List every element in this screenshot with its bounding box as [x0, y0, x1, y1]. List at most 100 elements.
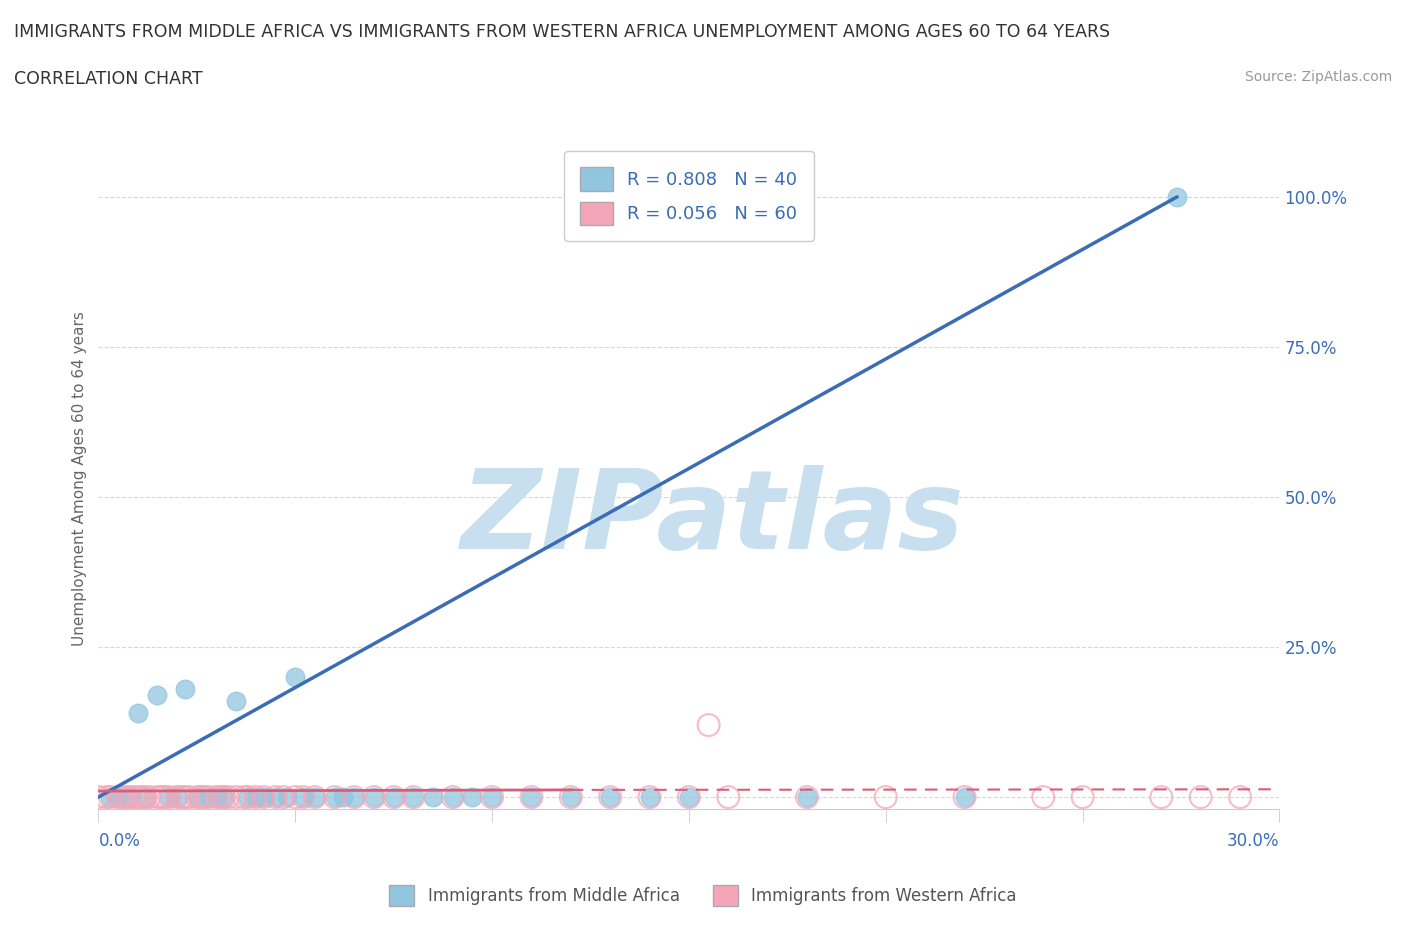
- Text: ZIPatlas: ZIPatlas: [461, 465, 965, 572]
- Point: [127, 706, 149, 721]
- Point: [461, 790, 484, 804]
- Point: [1166, 190, 1188, 205]
- Point: [122, 790, 145, 804]
- Point: [560, 790, 582, 804]
- Point: [638, 790, 661, 804]
- Point: [422, 790, 444, 804]
- Point: [953, 790, 976, 804]
- Point: [155, 790, 177, 804]
- Point: [599, 790, 621, 804]
- Text: IMMIGRANTS FROM MIDDLE AFRICA VS IMMIGRANTS FROM WESTERN AFRICA UNEMPLOYMENT AMO: IMMIGRANTS FROM MIDDLE AFRICA VS IMMIGRA…: [14, 23, 1111, 41]
- Point: [481, 790, 503, 804]
- Point: [186, 790, 208, 804]
- Text: 30.0%: 30.0%: [1227, 832, 1279, 850]
- Point: [205, 790, 228, 804]
- Point: [214, 790, 236, 804]
- Point: [292, 790, 315, 804]
- Point: [402, 790, 425, 804]
- Point: [197, 790, 219, 804]
- Point: [225, 694, 247, 709]
- Point: [264, 790, 287, 804]
- Point: [135, 790, 157, 804]
- Point: [1229, 790, 1251, 804]
- Point: [205, 790, 228, 804]
- Point: [190, 790, 212, 804]
- Text: CORRELATION CHART: CORRELATION CHART: [14, 70, 202, 87]
- Point: [678, 790, 700, 804]
- Point: [273, 790, 295, 804]
- Point: [166, 790, 188, 804]
- Point: [138, 790, 160, 804]
- Point: [127, 790, 149, 804]
- Point: [875, 790, 897, 804]
- Legend: R = 0.808   N = 40, R = 0.056   N = 60: R = 0.808 N = 40, R = 0.056 N = 60: [564, 152, 814, 241]
- Point: [284, 790, 307, 804]
- Point: [214, 790, 236, 804]
- Point: [304, 790, 326, 804]
- Point: [166, 790, 188, 804]
- Point: [382, 790, 405, 804]
- Point: [209, 790, 232, 804]
- Point: [697, 718, 720, 733]
- Point: [717, 790, 740, 804]
- Point: [197, 790, 219, 804]
- Point: [146, 687, 169, 702]
- Point: [131, 790, 153, 804]
- Point: [520, 790, 543, 804]
- Point: [276, 790, 298, 804]
- Point: [678, 790, 700, 804]
- Point: [560, 790, 582, 804]
- Point: [236, 790, 259, 804]
- Point: [135, 790, 157, 804]
- Point: [520, 790, 543, 804]
- Point: [87, 790, 110, 804]
- Point: [150, 790, 173, 804]
- Point: [245, 790, 267, 804]
- Point: [236, 790, 259, 804]
- Point: [233, 790, 256, 804]
- Point: [1189, 790, 1212, 804]
- Text: 0.0%: 0.0%: [98, 832, 141, 850]
- Point: [118, 790, 141, 804]
- Point: [157, 790, 180, 804]
- Point: [441, 790, 464, 804]
- Point: [599, 790, 621, 804]
- Point: [107, 790, 129, 804]
- Point: [292, 790, 315, 804]
- Point: [796, 790, 818, 804]
- Point: [332, 790, 354, 804]
- Point: [174, 682, 197, 697]
- Point: [253, 790, 276, 804]
- Point: [96, 790, 118, 804]
- Point: [177, 790, 200, 804]
- Point: [402, 790, 425, 804]
- Point: [323, 790, 346, 804]
- Point: [186, 790, 208, 804]
- Point: [107, 790, 129, 804]
- Point: [796, 790, 818, 804]
- Point: [174, 790, 197, 804]
- Point: [323, 790, 346, 804]
- Point: [98, 790, 121, 804]
- Point: [118, 790, 141, 804]
- Point: [481, 790, 503, 804]
- Point: [170, 790, 193, 804]
- Point: [441, 790, 464, 804]
- Y-axis label: Unemployment Among Ages 60 to 64 years: Unemployment Among Ages 60 to 64 years: [72, 312, 87, 646]
- Point: [343, 790, 366, 804]
- Point: [953, 790, 976, 804]
- Point: [382, 790, 405, 804]
- Point: [146, 790, 169, 804]
- Point: [115, 790, 138, 804]
- Legend: Immigrants from Middle Africa, Immigrants from Western Africa: Immigrants from Middle Africa, Immigrant…: [382, 879, 1024, 912]
- Point: [217, 790, 239, 804]
- Point: [343, 790, 366, 804]
- Point: [157, 790, 180, 804]
- Text: Source: ZipAtlas.com: Source: ZipAtlas.com: [1244, 70, 1392, 84]
- Point: [284, 670, 307, 684]
- Point: [304, 790, 326, 804]
- Point: [1032, 790, 1054, 804]
- Point: [264, 790, 287, 804]
- Point: [1150, 790, 1173, 804]
- Point: [638, 790, 661, 804]
